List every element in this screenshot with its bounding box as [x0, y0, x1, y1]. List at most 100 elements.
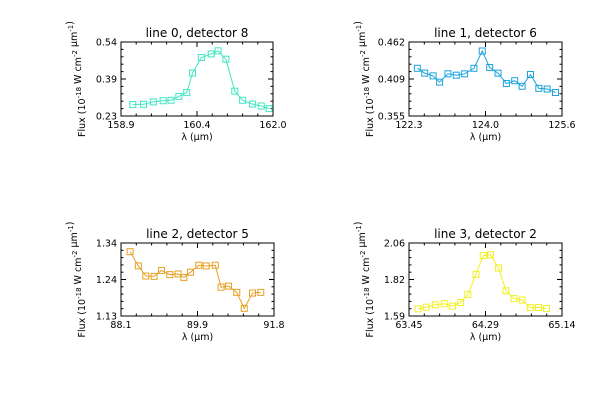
x-tick-label: 65.14 [548, 320, 575, 331]
data-point [414, 305, 422, 313]
y-axis-label: Flux (10-18 W cm-2 μm-1) [353, 21, 376, 137]
data-point [440, 300, 448, 308]
x-tick-label: 122.3 [395, 120, 422, 131]
chart-title: line 0, detector 8 [146, 26, 249, 40]
y-tick-label: 1.82 [384, 275, 405, 286]
y-axis-label-group: Flux (10-18 W cm-2 μm-1) [353, 222, 376, 338]
data-point [534, 303, 542, 311]
chart-panel-3: line 3, detector 2 63.45 64.29 65.14 1.59 1.8… [353, 222, 576, 343]
data-point [158, 266, 166, 274]
x-tick-label: 88.1 [110, 320, 131, 331]
series-line [417, 49, 556, 93]
y-axis-label-group: Flux (10-18 W cm-2 μm-1) [65, 21, 88, 137]
chart-title: line 1, detector 6 [434, 26, 537, 40]
data-point [197, 54, 205, 62]
data-point [222, 55, 230, 63]
x-tick-label: 64.29 [472, 320, 499, 331]
x-tick-label: 124.0 [472, 120, 499, 131]
data-point [552, 88, 560, 96]
data-point [448, 302, 456, 310]
y-tick-label: 0.23 [96, 112, 117, 123]
data-point [211, 261, 219, 269]
plot-frame [120, 41, 274, 117]
data-point [444, 70, 452, 78]
data-point [510, 295, 518, 303]
data-point [248, 100, 256, 108]
y-tick-label: 0.409 [378, 75, 405, 86]
x-tick-label: 162.0 [259, 120, 286, 131]
data-point [494, 69, 502, 77]
y-tick-label: 0.355 [378, 112, 405, 123]
data-point [518, 82, 526, 90]
data-point [486, 251, 494, 259]
chart-panel-0: line 0, detector 8 158.9 160.4 162.0 0.23 0.3… [65, 21, 287, 143]
y-axis-label: Flux (10-18 W cm-2 μm-1) [353, 222, 376, 338]
data-point [126, 248, 134, 256]
data-point [214, 47, 222, 55]
y-tick-label: 0.39 [96, 75, 117, 86]
chart-panel-2: line 2, detector 5 88.1 89.9 91.8 1.13 1.24 1.… [65, 222, 285, 343]
data-point [502, 287, 510, 295]
data-point [167, 96, 175, 104]
x-tick-label: 158.9 [107, 120, 134, 131]
x-tick-label: 89.9 [187, 320, 208, 331]
data-point [248, 289, 256, 297]
data-point [207, 50, 215, 58]
chart-title: line 3, detector 2 [434, 227, 537, 241]
data-point [142, 272, 150, 280]
data-point [134, 262, 142, 270]
data-point [422, 303, 430, 311]
data-point [180, 273, 188, 281]
data-point [231, 87, 239, 95]
x-axis-label: λ (μm) [470, 132, 501, 143]
data-point [479, 252, 487, 260]
data-point [149, 98, 157, 106]
data-point [159, 97, 167, 105]
x-tick-label: 160.4 [183, 120, 210, 131]
y-tick-label: 0.462 [378, 38, 405, 49]
data-point [535, 84, 543, 92]
data-point [150, 272, 158, 280]
y-axis-label: Flux (10-18 W cm-2 μm-1) [65, 222, 88, 338]
data-point [240, 304, 248, 312]
data-point [175, 92, 183, 100]
data-point [495, 264, 503, 272]
data-point [217, 283, 225, 291]
data-point [457, 298, 465, 306]
data-point [233, 288, 241, 296]
y-axis-label: Flux (10-18 W cm-2 μm-1) [65, 21, 88, 137]
y-axis-label-group: Flux (10-18 W cm-2 μm-1) [65, 222, 88, 338]
x-tick-label: 63.45 [395, 320, 422, 331]
data-point [265, 105, 273, 113]
y-tick-label: 1.13 [96, 312, 117, 323]
series-line [132, 50, 270, 110]
data-point [461, 70, 469, 78]
x-axis-label: λ (μm) [181, 132, 212, 143]
data-point [452, 71, 460, 79]
data-point [166, 271, 174, 279]
y-tick-label: 2.06 [384, 239, 405, 250]
y-axis-label-group: Flux (10-18 W cm-2 μm-1) [353, 21, 376, 137]
data-point [239, 96, 247, 104]
data-point [526, 304, 534, 312]
chart-panel-1: line 1, detector 6 122.3 124.0 125.6 0.355 0.… [353, 21, 576, 143]
data-point [189, 69, 197, 77]
data-point [257, 102, 265, 110]
y-tick-label: 1.24 [96, 275, 117, 286]
data-point [129, 101, 137, 109]
data-point [429, 72, 437, 80]
chart-title: line 2, detector 5 [146, 227, 249, 241]
data-point [543, 305, 551, 313]
data-point [472, 270, 480, 278]
x-tick-label: 91.8 [263, 320, 284, 331]
data-point [140, 100, 148, 108]
data-point [486, 64, 494, 72]
data-point [526, 71, 534, 79]
data-point [511, 77, 519, 85]
data-point [257, 288, 265, 296]
data-point [543, 85, 551, 93]
data-point [436, 78, 444, 86]
data-point [413, 64, 421, 72]
y-tick-label: 1.34 [96, 239, 117, 250]
